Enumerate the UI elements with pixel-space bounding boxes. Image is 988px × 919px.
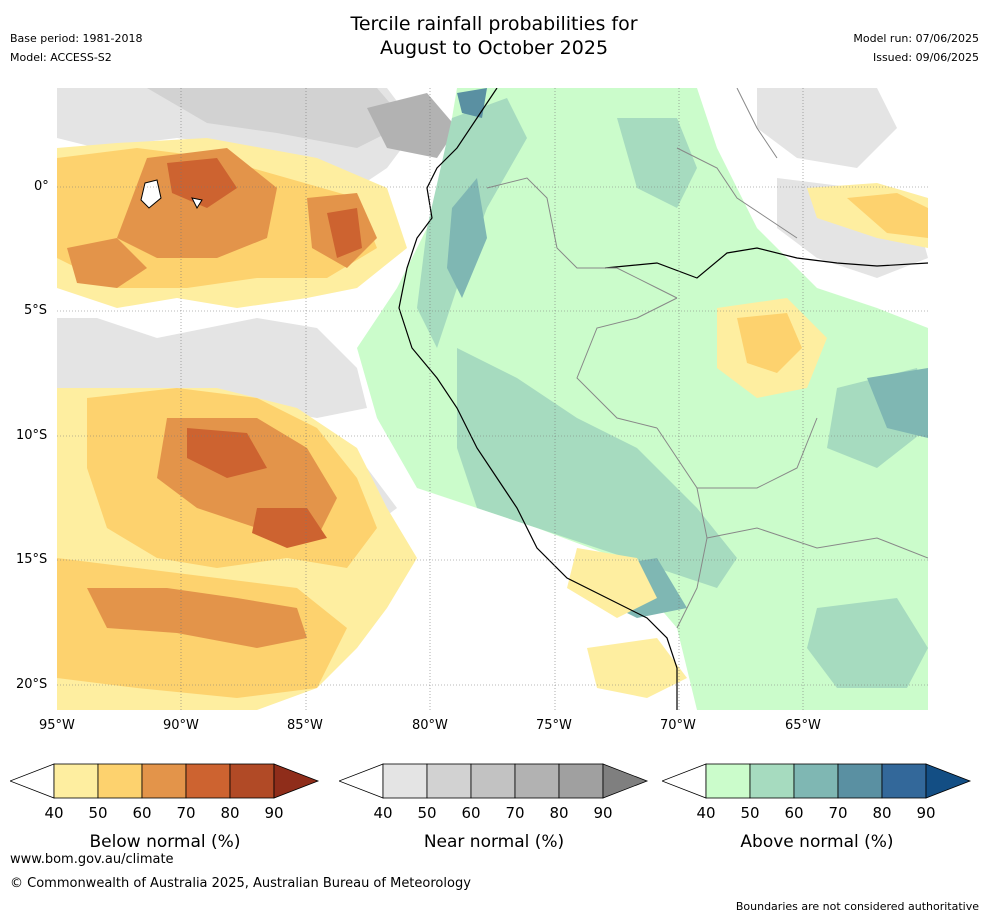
colorbar-near-normal: 40 50 60 70 80 90 Near normal (%) <box>337 762 649 852</box>
colorbar-tick-label: 40 <box>44 804 64 822</box>
x-tick-95w: 95°W <box>39 718 75 733</box>
x-tick-70w: 70°W <box>660 718 696 733</box>
colorbar-high-extend <box>602 763 649 799</box>
issued-text: Issued: 09/06/2025 <box>872 51 979 64</box>
colorbar-tick-label: 60 <box>461 804 481 822</box>
colorbar-tick-label: 80 <box>549 804 569 822</box>
y-tick-10s: 10°S <box>16 428 48 443</box>
title-line-2: August to October 2025 <box>379 37 609 59</box>
y-tick-5s: 5°S <box>24 303 48 318</box>
colorbar-below-normal-ticks: 40 50 60 70 80 90 <box>10 804 320 824</box>
colorbar-swatch <box>749 763 795 799</box>
colorbar-high-extend <box>925 763 972 799</box>
colorbar-swatch <box>705 763 751 799</box>
colorbar-swatch <box>558 763 604 799</box>
colorbar-swatch <box>837 763 883 799</box>
colorbar-swatch <box>185 763 231 799</box>
colorbar-tick-label: 50 <box>88 804 108 822</box>
colorbar-low-extend <box>337 763 384 799</box>
colorbar-swatch <box>470 763 516 799</box>
x-tick-65w: 65°W <box>785 718 821 733</box>
colorbar-near-normal-ticks: 40 50 60 70 80 90 <box>339 804 649 824</box>
river-amazon <box>604 247 928 279</box>
x-tick-75w: 75°W <box>536 718 572 733</box>
colorbar-swatch <box>53 763 99 799</box>
bom-url-text: www.bom.gov.au/climate <box>10 852 174 867</box>
y-tick-15s: 15°S <box>16 552 48 567</box>
country-borders <box>486 88 928 629</box>
colorbar-swatch <box>881 763 927 799</box>
title-line-1: Tercile rainfall probabilities for <box>350 13 638 35</box>
colorbar-below-normal: 40 50 60 70 80 90 Below normal (%) <box>8 762 320 852</box>
colorbar-above-normal-swatches <box>660 763 972 799</box>
colorbar-near-normal-swatches <box>337 763 649 799</box>
x-tick-85w: 85°W <box>287 718 323 733</box>
x-tick-80w: 80°W <box>412 718 448 733</box>
colorbar-tick-label: 80 <box>220 804 240 822</box>
colorbar-above-normal-label: Above normal (%) <box>740 832 894 852</box>
coastline <box>398 88 678 710</box>
colorbar-tick-label: 90 <box>264 804 284 822</box>
colorbar-tick-label: 60 <box>132 804 152 822</box>
colorbar-swatch <box>426 763 472 799</box>
colorbar-swatch <box>97 763 143 799</box>
colorbar-tick-label: 40 <box>696 804 716 822</box>
copyright-text: © Commonwealth of Australia 2025, Austra… <box>10 876 471 891</box>
colorbar-tick-label: 50 <box>417 804 437 822</box>
colorbar-above-normal: 40 50 60 70 80 90 Above normal (%) <box>660 762 972 852</box>
colorbar-tick-label: 90 <box>593 804 613 822</box>
map-title: Tercile rainfall probabilities for Augus… <box>0 12 988 60</box>
y-tick-0: 0° <box>34 179 49 194</box>
colorbar-swatch <box>141 763 187 799</box>
model-run-text: Model run: 07/06/2025 <box>853 32 979 45</box>
colorbar-tick-label: 80 <box>872 804 892 822</box>
colorbar-tick-label: 70 <box>828 804 848 822</box>
colorbar-swatch <box>793 763 839 799</box>
disclaimer-text: Boundaries are not considered authoritat… <box>735 900 979 913</box>
colorbar-below-normal-swatches <box>8 763 320 799</box>
colorbar-low-extend <box>8 763 55 799</box>
colorbar-swatch <box>514 763 560 799</box>
colorbar-tick-label: 60 <box>784 804 804 822</box>
colorbar-below-normal-label: Below normal (%) <box>89 832 241 852</box>
colorbar-tick-label: 90 <box>916 804 936 822</box>
colorbar-swatch <box>229 763 275 799</box>
colorbar-high-extend <box>273 763 320 799</box>
colorbar-tick-label: 40 <box>373 804 393 822</box>
x-tick-90w: 90°W <box>163 718 199 733</box>
model-name-text: Model: ACCESS-S2 <box>10 51 112 64</box>
colorbar-tick-label: 70 <box>176 804 196 822</box>
colorbar-low-extend <box>660 763 707 799</box>
base-period-text: Base period: 1981-2018 <box>10 32 143 45</box>
colorbar-tick-label: 70 <box>505 804 525 822</box>
colorbar-swatch <box>382 763 428 799</box>
y-tick-20s: 20°S <box>16 677 48 692</box>
colorbar-near-normal-label: Near normal (%) <box>423 832 565 852</box>
colorbar-above-normal-ticks: 40 50 60 70 80 90 <box>662 804 972 824</box>
graticule <box>57 88 928 710</box>
rainfall-probability-map <box>57 88 928 710</box>
colorbar-tick-label: 50 <box>740 804 760 822</box>
